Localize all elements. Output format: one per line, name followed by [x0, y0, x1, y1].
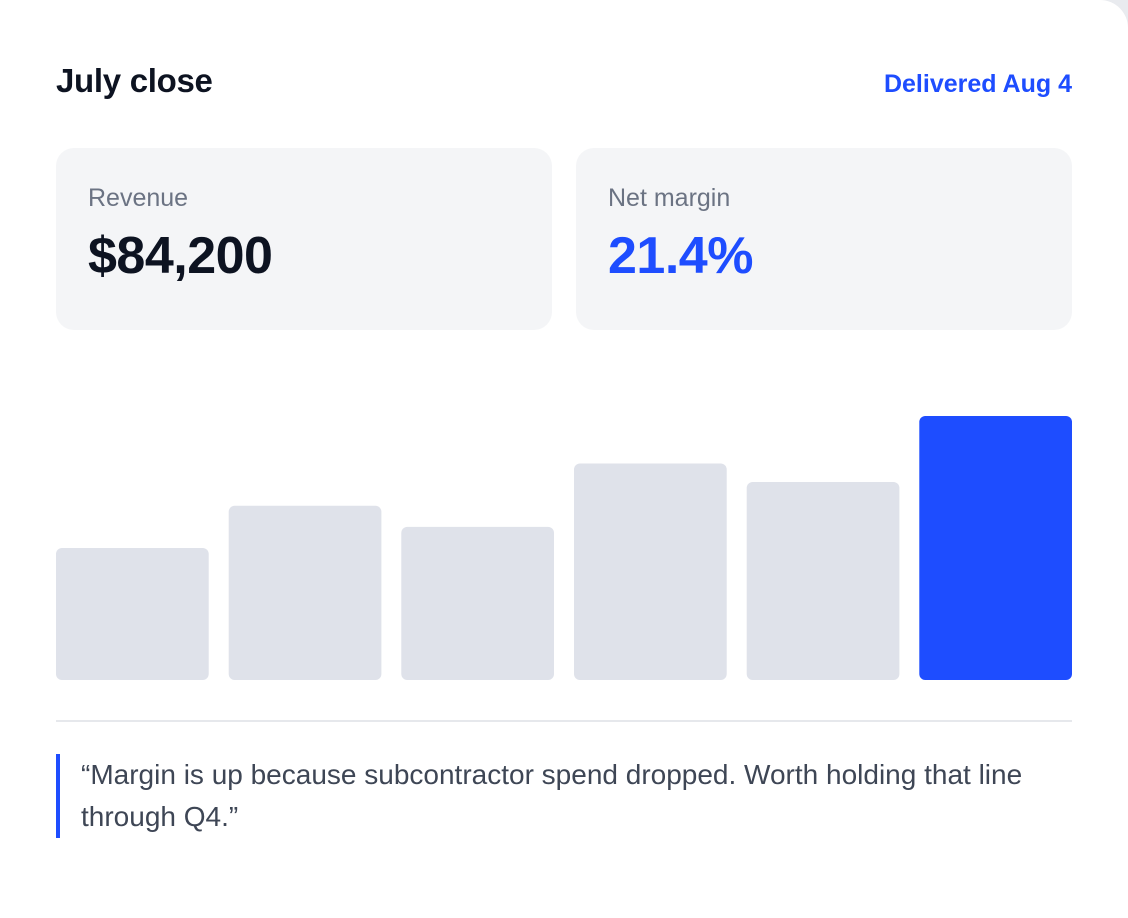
net-margin-label: Net margin [608, 184, 731, 212]
card-title: July close [56, 62, 213, 99]
bar-highlight [919, 416, 1072, 680]
bar [401, 526, 554, 680]
revenue-stat-card: Revenue $84,200 [56, 148, 552, 330]
revenue-value: $84,200 [88, 227, 273, 285]
delivered-link[interactable]: Delivered Aug 4 [883, 70, 1072, 98]
bar [746, 482, 900, 680]
net-margin-value: 21.4% [608, 227, 753, 285]
divider [56, 720, 1072, 722]
bar [56, 548, 209, 680]
net-margin-stat-card: Net margin 21.4% [576, 148, 1072, 330]
revenue-label: Revenue [88, 184, 189, 212]
bar [228, 505, 382, 680]
note-quote: “Margin is up because subcontractor spen… [56, 754, 1056, 838]
bar-chart-svg [56, 416, 1072, 680]
bar-chart [56, 380, 1072, 680]
bar [574, 463, 727, 680]
